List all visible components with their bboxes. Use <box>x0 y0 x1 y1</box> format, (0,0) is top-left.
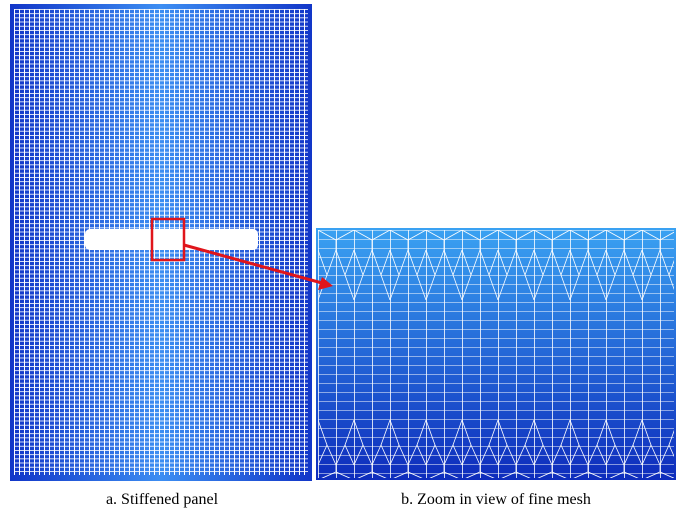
transition-mesh-top <box>318 230 674 300</box>
figure: a. Stiffened panel b. Zoom in view of fi… <box>0 0 681 513</box>
transition-mesh-bottom <box>318 420 674 478</box>
caption-a: a. Stiffened panel <box>106 491 219 508</box>
page: a. Stiffened panel b. Zoom in view of fi… <box>0 0 681 513</box>
cutout <box>85 229 258 250</box>
caption-b: b. Zoom in view of fine mesh <box>401 491 591 508</box>
